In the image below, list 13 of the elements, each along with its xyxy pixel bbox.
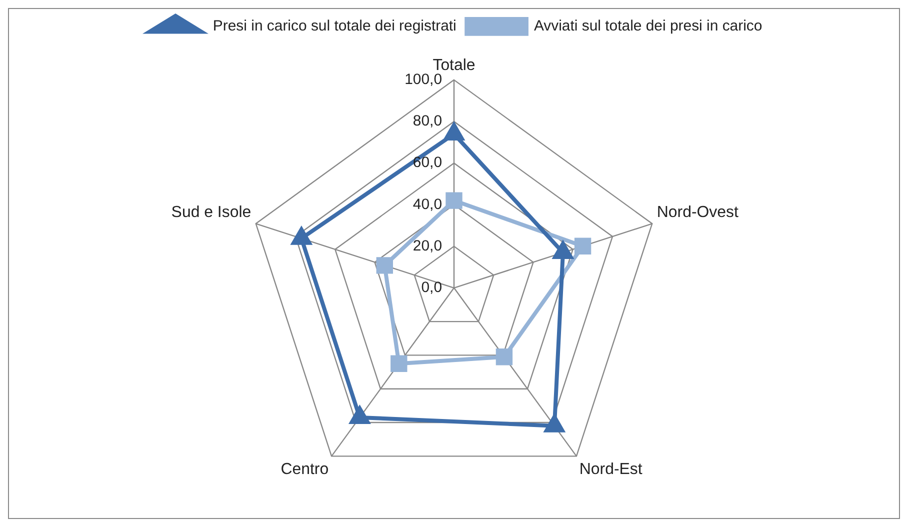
spoke-label: Totale [432,56,476,74]
legend-label: Avviati sul totale dei presi in carico [534,18,762,35]
y-tick-label: 0,0 [421,279,442,296]
y-tick-label: 20,0 [412,237,442,254]
y-tick-label: 100,0 [404,71,442,88]
spoke-label: Nord-Ovest [656,204,739,221]
y-tick-label: 80,0 [412,112,442,130]
spoke-label: Nord-Est [579,461,643,478]
spoke-label: Centro [280,461,329,478]
spoke-label: Sud e Isole [171,204,252,221]
y-tick-label: 40,0 [412,196,442,213]
y-tick-label: 60,0 [412,154,442,172]
legend-label: Presi in carico sul totale dei registrati [212,18,456,35]
